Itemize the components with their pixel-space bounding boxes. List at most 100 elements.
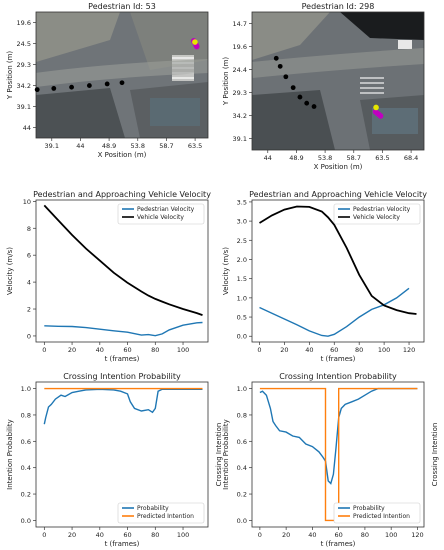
x-tick-label: 60	[123, 346, 131, 354]
chart-title-2: Pedestrian Id: 298	[302, 2, 375, 11]
y-tick-label: 0.5	[237, 314, 247, 322]
y-tick-label: 0.4	[21, 464, 31, 472]
x-tick-label: 60	[335, 531, 343, 539]
x-tick-label: 40	[305, 346, 313, 354]
legend-entry: Probability	[353, 505, 385, 512]
y-tick-label: 0.2	[21, 491, 31, 499]
x-axis-label-2: X Position (m)	[314, 163, 363, 171]
aerial-image-2	[252, 12, 424, 150]
chart-title-4: Pedestrian and Approaching Vehicle Veloc…	[249, 190, 427, 199]
y-tick-label: 0.2	[237, 491, 247, 499]
x-tick-label: 20	[68, 346, 76, 354]
legend-entry: Pedestrian Velocity	[353, 206, 411, 213]
x-tick-label: 63.5	[188, 142, 202, 150]
y-tick-label: 0.6	[237, 438, 247, 446]
y-tick-label: 19.6	[17, 19, 31, 27]
y-tick-label: 3.0	[237, 218, 247, 226]
vehicle-point	[311, 104, 317, 109]
x-tick-label: 40	[308, 531, 316, 539]
vehicle-point	[283, 74, 289, 80]
x-tick-label: 80	[355, 346, 363, 354]
x-tick-label: 60	[330, 346, 338, 354]
x-tick-label: 39.1	[45, 142, 59, 150]
vehicle-point	[273, 55, 279, 61]
legend-entry: Vehicle Velocity	[137, 214, 184, 221]
plot-frame-4	[251, 199, 425, 343]
x-tick-label: 58.7	[159, 142, 173, 150]
plot-frame-6	[251, 381, 425, 528]
series-line-1	[259, 387, 418, 485]
series-line-2	[259, 205, 417, 315]
vehicle-point	[69, 84, 74, 90]
plot-frame-3	[35, 199, 209, 343]
y-tick-label: 44	[23, 124, 31, 132]
x-tick-label: 60	[123, 531, 131, 539]
y-tick-label: 24.4	[233, 66, 247, 74]
vehicle-point	[104, 81, 110, 87]
x-tick-label: 40	[96, 531, 104, 539]
y-tick-label: 0.8	[21, 411, 31, 419]
vehicle-point	[297, 94, 303, 100]
x-tick-label: 20	[68, 531, 76, 539]
legend-entry: Predicted Intention	[353, 513, 410, 520]
x-tick-label: 53.8	[131, 142, 145, 150]
legend-entry: Probability	[137, 505, 169, 512]
vehicle-point	[304, 100, 310, 106]
vehicle-point	[86, 83, 92, 88]
pedestrian-point	[193, 43, 200, 50]
y-tick-label: 1.0	[237, 385, 247, 393]
vehicle-point	[119, 80, 125, 86]
x-tick-label: 100	[385, 531, 397, 539]
x-tick-label: 100	[378, 346, 390, 354]
x-tick-label: 20	[280, 346, 288, 354]
y-axis-label-4: Velocity (m/s)	[222, 247, 230, 295]
x-axis-label-4: t (frames)	[321, 355, 356, 363]
x-tick-label: 58.7	[347, 154, 361, 162]
x-axis-label-5: t (frames)	[105, 540, 140, 548]
chart-title-3: Pedestrian and Approaching Vehicle Veloc…	[33, 190, 211, 199]
x-tick-label: 53.8	[318, 154, 332, 162]
y-tick-label: 2.5	[237, 237, 247, 245]
x-tick-label: 120	[403, 346, 415, 354]
x-tick-label: 48.9	[289, 154, 303, 162]
y-tick-label: 3.5	[237, 198, 247, 206]
vehicle-point	[34, 87, 40, 93]
y-tick-label: 4	[27, 279, 31, 287]
y-tick-label: 34.2	[233, 112, 247, 120]
plot-frame-1	[35, 11, 209, 139]
y-tick-label: 1.5	[237, 275, 247, 283]
series-line-2	[259, 387, 418, 522]
x-tick-label: 100	[177, 531, 189, 539]
x-tick-label: 0	[42, 531, 46, 539]
vehicle-point	[51, 86, 57, 91]
y-tick-label: 0.0	[237, 517, 247, 525]
y-tick-label: 0.8	[237, 411, 247, 419]
y-tick-label: 34.2	[17, 82, 31, 90]
x-tick-label: 63.5	[375, 154, 389, 162]
pedestrian-current-point	[192, 39, 198, 45]
x-axis-label-3: t (frames)	[105, 355, 140, 363]
plot-frame-2	[251, 11, 425, 151]
x-tick-label: 44	[76, 142, 84, 150]
x-tick-label: 0	[258, 531, 262, 539]
y-axis-label-6: Intention Probability	[222, 419, 230, 490]
y-tick-label: 2	[27, 306, 31, 314]
pedestrian-point	[377, 113, 384, 119]
vehicle-point	[290, 85, 296, 91]
y-tick-label: 0.0	[237, 333, 247, 341]
x-tick-label: 0	[42, 346, 46, 354]
pedestrian-current-point	[373, 104, 379, 111]
y-tick-label: 39.1	[233, 135, 247, 143]
x-tick-label: 44	[264, 154, 272, 162]
aerial-image-1	[36, 12, 208, 138]
y-tick-label: 2.0	[237, 256, 247, 264]
y-tick-label: 1.0	[237, 294, 247, 302]
y-axis-label-5: Intention Probability	[6, 419, 14, 490]
x-tick-label: 80	[361, 531, 369, 539]
legend-box	[333, 203, 421, 225]
x-tick-label: 40	[96, 346, 104, 354]
x-axis-label-1: X Position (m)	[98, 151, 147, 159]
side-label-right: Crossing Intention	[431, 423, 439, 487]
legend-box	[117, 203, 205, 225]
